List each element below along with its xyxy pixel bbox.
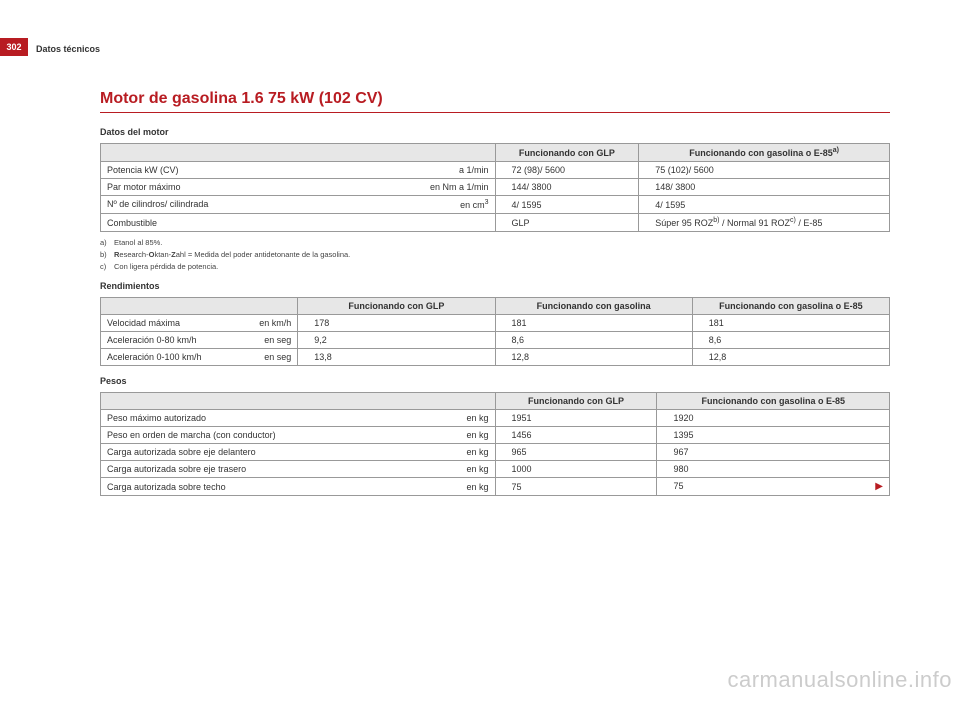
cell-label: Peso máximo autorizado [107, 413, 206, 423]
table-row: Potencia kW (CV) a 1/min 72 (98)/ 5600 75… [101, 162, 890, 179]
cell-value: 4/ 1595 [639, 196, 890, 214]
continue-arrow-icon: ▶ [875, 481, 883, 492]
footnote-text: Con ligera pérdida de potencia. [114, 262, 218, 271]
cell-unit: en kg [466, 482, 488, 492]
cell-value: 8,6 [692, 332, 889, 349]
cell-unit: en seg [264, 352, 291, 362]
table-row: Peso en orden de marcha (con conductor) e… [101, 427, 890, 444]
cell-label: Carga autorizada sobre eje trasero [107, 464, 246, 474]
cell-label: Aceleración 0-80 km/h [107, 335, 197, 345]
cell-value: 4/ 1595 [495, 196, 639, 214]
pesos-empty-header [101, 393, 496, 410]
cell-value: 144/ 3800 [495, 179, 639, 196]
cell-unit: en cm3 [460, 199, 488, 210]
cell-value: 181 [495, 315, 692, 332]
table-row: Aceleración 0-80 km/h en seg 9,2 8,6 8,6 [101, 332, 890, 349]
cell-value: 965 [495, 444, 657, 461]
cell-unit: en kg [466, 430, 488, 440]
cell-value: 148/ 3800 [639, 179, 890, 196]
cell-value: 178 [298, 315, 495, 332]
table-row: Nº de cilindros/ cilindrada en cm3 4/ 159… [101, 196, 890, 214]
cell-value: 75 (102)/ 5600 [639, 162, 890, 179]
pesos-table: Funcionando con GLP Funcionando con gaso… [100, 392, 890, 496]
page-number-tab: 302 [0, 38, 28, 56]
cell-value: 967 [657, 444, 890, 461]
rend-col-glp: Funcionando con GLP [298, 298, 495, 315]
cell-value: 8,6 [495, 332, 692, 349]
motor-table: Funcionando con GLP Funcionando con gaso… [100, 143, 890, 232]
table-row: Peso máximo autorizado en kg 1951 1920 [101, 410, 890, 427]
footnote-text: Etanol al 85%. [114, 238, 162, 247]
rend-col-e85: Funcionando con gasolina o E-85 [692, 298, 889, 315]
footnote-label: b) [100, 250, 114, 259]
table-row: Combustible GLP Súper 95 ROZb) / Normal … [101, 214, 890, 232]
cell-value: 1395 [657, 427, 890, 444]
cell-value: 75 [495, 478, 657, 496]
cell-value: 9,2 [298, 332, 495, 349]
rend-heading: Rendimientos [100, 281, 890, 291]
cell-value: 12,8 [495, 349, 692, 366]
motor-heading: Datos del motor [100, 127, 890, 137]
cell-label: Carga autorizada sobre techo [107, 482, 226, 492]
rend-table: Funcionando con GLP Funcionando con gaso… [100, 297, 890, 366]
page-content: Motor de gasolina 1.6 75 kW (102 CV) Dat… [100, 90, 890, 502]
header-section: Datos técnicos [36, 44, 100, 54]
cell-label: Potencia kW (CV) [107, 165, 179, 175]
rend-empty-header [101, 298, 298, 315]
cell-value: 12,8 [692, 349, 889, 366]
cell-value: Súper 95 ROZb) / Normal 91 ROZc) / E-85 [639, 214, 890, 232]
cell-value: 1951 [495, 410, 657, 427]
cell-value: 72 (98)/ 5600 [495, 162, 639, 179]
table-row: Aceleración 0-100 km/h en seg 13,8 12,8 1… [101, 349, 890, 366]
rend-col-gas: Funcionando con gasolina [495, 298, 692, 315]
table-row: Par motor máximoen Nm a 1/min 144/ 3800 … [101, 179, 890, 196]
cell-label: Velocidad máxima [107, 318, 180, 328]
pesos-heading: Pesos [100, 376, 890, 386]
cell-value: 75▶ [657, 478, 890, 496]
cell-value: 1920 [657, 410, 890, 427]
cell-label: Carga autorizada sobre eje delantero [107, 447, 256, 457]
cell-value: 980 [657, 461, 890, 478]
cell-value: GLP [495, 214, 639, 232]
cell-value: 1000 [495, 461, 657, 478]
cell-unit: en seg [264, 335, 291, 345]
footnote-label: c) [100, 262, 114, 271]
footnote-label: a) [100, 238, 114, 247]
table-row: Carga autorizada sobre techo en kg 75 75▶ [101, 478, 890, 496]
cell-unit: en kg [466, 447, 488, 457]
footnotes: a)Etanol al 85%. b)Research-Oktan-Zahl =… [100, 238, 890, 271]
cell-value: 181 [692, 315, 889, 332]
motor-col-glp: Funcionando con GLP [495, 144, 639, 162]
cell-label: Combustible [107, 218, 157, 228]
table-row: Carga autorizada sobre eje delantero en k… [101, 444, 890, 461]
cell-label: Nº de cilindros/ cilindrada [107, 199, 208, 209]
pesos-col-glp: Funcionando con GLP [495, 393, 657, 410]
cell-unit: en km/h [259, 318, 291, 328]
cell-unit: en Nm a 1/min [430, 182, 489, 192]
cell-unit: en kg [466, 413, 488, 423]
footnote-text: Research-Oktan-Zahl = Medida del poder a… [114, 250, 350, 259]
title-underline [100, 112, 890, 113]
motor-empty-header [101, 144, 496, 162]
table-row: Velocidad máxima en km/h 178 181 181 [101, 315, 890, 332]
motor-col-gas: Funcionando con gasolina o E-85a) [639, 144, 890, 162]
pesos-col-gas: Funcionando con gasolina o E-85 [657, 393, 890, 410]
cell-label: Aceleración 0-100 km/h [107, 352, 202, 362]
table-row: Carga autorizada sobre eje traseroen kg … [101, 461, 890, 478]
section-title: Motor de gasolina 1.6 75 kW (102 CV) [100, 90, 890, 108]
cell-label: Peso en orden de marcha (con conductor) [107, 430, 276, 440]
cell-label: Par motor máximo [107, 182, 181, 192]
cell-unit: en kg [466, 464, 488, 474]
watermark: carmanualsonline.info [727, 667, 952, 693]
cell-value: 13,8 [298, 349, 495, 366]
cell-unit: a 1/min [459, 165, 489, 175]
cell-value: 1456 [495, 427, 657, 444]
